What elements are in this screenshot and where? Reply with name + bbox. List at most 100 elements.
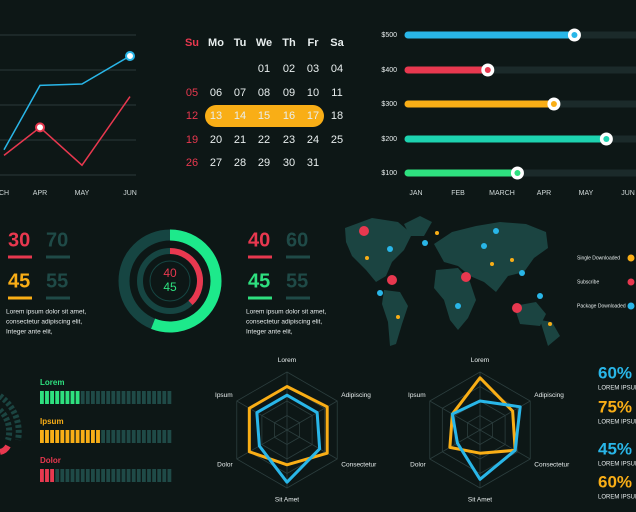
- bar-segment: [60, 391, 65, 404]
- radar-axis-label: Lorem: [278, 357, 296, 364]
- weekday: Sa: [330, 37, 344, 49]
- bar-segment: [45, 469, 49, 482]
- bar-segment-empty: [126, 391, 131, 404]
- bar-segment-empty: [136, 469, 141, 482]
- radar-axis-label: Dolor: [410, 462, 426, 469]
- weekday: Mo: [208, 37, 224, 49]
- calendar-day: 24: [307, 134, 319, 146]
- bar-segment-empty: [116, 391, 121, 404]
- line: [3, 96, 131, 167]
- bar-segment-empty: [157, 469, 162, 482]
- calendar-day: 26: [186, 157, 198, 169]
- stat-number: 55: [46, 270, 68, 292]
- radar-axis: [286, 400, 338, 431]
- bar-segment-empty: [116, 430, 121, 443]
- bar-segment-empty: [75, 469, 80, 482]
- continent: [434, 222, 548, 292]
- y-tick-label: $300: [381, 101, 397, 108]
- donut-inner: [149, 260, 191, 302]
- bar-segment: [80, 430, 85, 443]
- bar-segment: [40, 430, 44, 443]
- bar-segment-empty: [157, 430, 162, 443]
- map-dot: [490, 262, 494, 266]
- map-dot: [493, 228, 499, 234]
- bar-segment-empty: [147, 391, 151, 404]
- radar-axis-label: Consectetur: [534, 462, 570, 469]
- bar-segment: [65, 430, 70, 443]
- calendar-day: 15: [258, 110, 270, 122]
- calendar-day: 23: [283, 134, 295, 146]
- calendar-day: 12: [186, 110, 198, 122]
- bar-segment-empty: [111, 469, 116, 482]
- radar-axis-label: Lorem: [471, 357, 489, 364]
- legend-dot: [627, 254, 635, 262]
- bar-label: Lorem: [40, 378, 64, 387]
- bar-segment: [55, 430, 60, 443]
- map-dot: [519, 270, 525, 276]
- bar-segment-empty: [126, 469, 131, 482]
- map-dot: [510, 258, 514, 262]
- calendar-day: 02: [283, 63, 295, 75]
- calendar-day: 05: [186, 87, 198, 99]
- percent-value: 60%: [598, 472, 632, 491]
- bar-segment-empty: [157, 391, 162, 404]
- bar-segment-empty: [96, 469, 100, 482]
- weekday: Th: [282, 37, 296, 49]
- bar-segment-empty: [167, 469, 172, 482]
- bar-segment-empty: [147, 430, 151, 443]
- radial-arc: [0, 393, 22, 441]
- bar-segment: [96, 430, 100, 443]
- map-dots: [359, 226, 552, 326]
- x-tick-label: MAY: [579, 190, 594, 197]
- x-tick-label: MARCH: [489, 190, 515, 197]
- bar-segment-empty: [147, 469, 151, 482]
- segment-bar: [40, 391, 80, 404]
- stat-number: 45: [8, 270, 30, 292]
- legend-dot: [627, 278, 635, 286]
- bar-segment: [60, 430, 65, 443]
- bar-segment-empty: [85, 391, 90, 404]
- bar-segment-empty: [131, 391, 136, 404]
- bar-segment-empty: [106, 469, 111, 482]
- bar-segment-empty: [162, 469, 167, 482]
- radar-axis: [236, 429, 288, 460]
- calendar-day: 21: [234, 134, 246, 146]
- slider-knob-center: [571, 32, 578, 38]
- x-tick-label: APR: [33, 190, 47, 197]
- donut-label: 45: [163, 280, 177, 294]
- slider-knob-center: [484, 67, 491, 73]
- calendar-day: 13: [210, 110, 222, 122]
- calendar-day: 16: [283, 110, 295, 122]
- radar-axis: [479, 400, 531, 431]
- radial-decoration: [0, 393, 22, 455]
- map-dot: [548, 322, 552, 326]
- bar-label: Ipsum: [40, 417, 64, 426]
- continent: [404, 216, 432, 236]
- calendar-day: 27: [210, 157, 222, 169]
- x-tick-label: CH: [0, 190, 9, 197]
- x-tick-label: FEB: [451, 190, 465, 197]
- x-tick-label: APR: [537, 190, 551, 197]
- radial-arc: [0, 444, 11, 455]
- map-dot: [396, 315, 400, 319]
- calendar-day: 07: [234, 87, 246, 99]
- radar-axis-label: Ipsum: [408, 392, 426, 399]
- calendar-day: 17: [307, 110, 319, 122]
- calendar-day: 28: [234, 157, 246, 169]
- calendar-day: 14: [234, 110, 246, 122]
- x-tick-label: JUN: [123, 190, 137, 197]
- bar-segment: [50, 469, 54, 482]
- stat-number: 55: [286, 270, 308, 292]
- map-dot: [512, 303, 522, 313]
- calendar-day: 20: [210, 134, 222, 146]
- calendar-day: 08: [258, 87, 270, 99]
- bar-segment-empty: [80, 391, 85, 404]
- radar-series: [450, 399, 522, 481]
- bar-segment: [40, 391, 44, 404]
- weekday: Fr: [308, 37, 320, 49]
- stat-text: Lorem ipsum dolor sit amet,: [246, 309, 326, 316]
- bar-segment-empty: [126, 430, 131, 443]
- radar-axis-label: Adipiscing: [341, 392, 371, 399]
- percent-value: 75%: [598, 397, 632, 416]
